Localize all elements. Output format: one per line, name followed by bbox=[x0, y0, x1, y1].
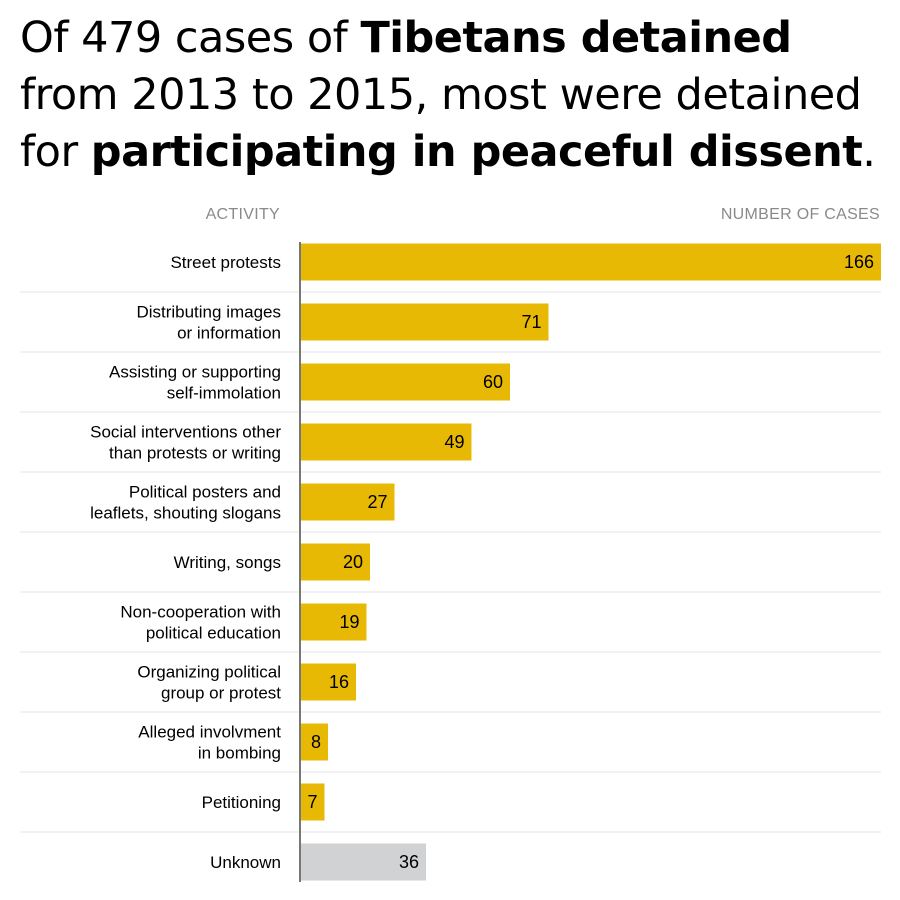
category-label: Petitioning bbox=[202, 793, 281, 812]
data-label: 16 bbox=[329, 672, 349, 692]
category-label: Political posters and leaflets, shouting … bbox=[90, 483, 281, 523]
data-label: 166 bbox=[844, 252, 874, 272]
title-emphasis: Tibetans detained bbox=[360, 13, 792, 63]
title-text: from 2013 to 2015, most were detained fo… bbox=[20, 70, 862, 177]
category-label: Street protests bbox=[170, 253, 281, 272]
title-text: Of 479 cases of bbox=[20, 13, 361, 63]
data-label: 36 bbox=[399, 852, 419, 872]
bar bbox=[300, 723, 328, 761]
category-label: Social interventions other than protests … bbox=[90, 423, 281, 463]
data-label: 19 bbox=[339, 612, 359, 632]
category-label: Distributing images or information bbox=[136, 303, 281, 343]
bar bbox=[300, 303, 549, 341]
category-label: Writing, songs bbox=[174, 553, 281, 572]
data-label: 8 bbox=[311, 732, 321, 752]
data-label: 7 bbox=[307, 792, 317, 812]
bar bbox=[300, 543, 370, 581]
data-label: 27 bbox=[367, 492, 387, 512]
bar bbox=[300, 663, 356, 701]
bar bbox=[300, 603, 367, 641]
chart-title: Of 479 cases of Tibetans detained from 2… bbox=[20, 10, 890, 181]
bar bbox=[300, 423, 472, 461]
bar bbox=[300, 243, 881, 281]
category-label: Unknown bbox=[210, 853, 281, 872]
title-text: . bbox=[862, 127, 876, 177]
category-label: Assisting or supporting self-immolation bbox=[109, 363, 281, 403]
category-label: Alleged involvment in bombing bbox=[138, 723, 281, 763]
category-label: Organizing political group or protest bbox=[137, 663, 281, 703]
number-of-cases-header: NUMBER OF CASES bbox=[720, 206, 880, 223]
category-label: Non-cooperation with political education bbox=[120, 603, 281, 643]
data-label: 60 bbox=[483, 372, 503, 392]
data-label: 20 bbox=[343, 552, 363, 572]
bar bbox=[300, 783, 325, 821]
data-label: 49 bbox=[444, 432, 464, 452]
activity-header: ACTIVITY bbox=[205, 206, 280, 223]
bar bbox=[300, 843, 426, 881]
bar bbox=[300, 363, 510, 401]
bar bbox=[300, 483, 395, 521]
title-emphasis: participating in peaceful dissent bbox=[90, 127, 863, 177]
data-label: 71 bbox=[521, 312, 541, 332]
